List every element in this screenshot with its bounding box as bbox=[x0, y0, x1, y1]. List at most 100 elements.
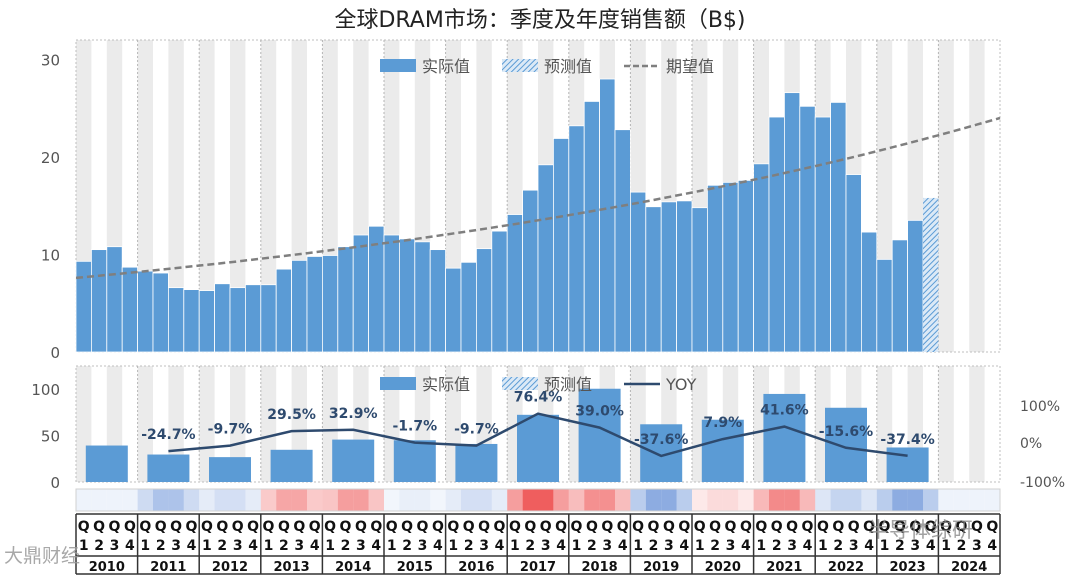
shade-top bbox=[230, 40, 246, 352]
y-tick-top: 10 bbox=[41, 247, 60, 265]
quarter-number-label: 4 bbox=[618, 538, 628, 554]
yoy-line: -24.7% -9.7% 29.5% 32.9% -1.7% -9.7% 76.4% 39.0… bbox=[141, 390, 935, 458]
quarter-q-label: Q bbox=[263, 519, 275, 535]
quarter-bar bbox=[352, 234, 370, 353]
quarter-q-label: Q bbox=[124, 519, 136, 535]
quarter-q-label: Q bbox=[524, 519, 536, 535]
yoy-label: -37.4% bbox=[880, 432, 934, 448]
yoy-label: 29.5% bbox=[267, 407, 316, 423]
quarter-q-label: Q bbox=[678, 519, 690, 535]
shade-bottom bbox=[168, 366, 184, 482]
year-label: 2016 bbox=[458, 560, 494, 575]
quarter-number-label: 3 bbox=[418, 538, 428, 554]
heat-cell bbox=[476, 489, 492, 511]
legend-swatch-actual bbox=[380, 377, 416, 390]
quarter-number-label: 2 bbox=[895, 538, 905, 554]
quarter-bar bbox=[553, 138, 570, 353]
quarter-bar bbox=[445, 267, 462, 353]
heat-cell bbox=[430, 489, 446, 511]
heat-cell bbox=[322, 489, 338, 511]
quarter-bar bbox=[630, 191, 647, 353]
quarter-number-label: 2 bbox=[341, 538, 351, 554]
quarter-number-label: 2 bbox=[587, 538, 597, 554]
quarter-bar bbox=[753, 163, 770, 353]
quarter-bar bbox=[106, 246, 123, 353]
heat-cell bbox=[722, 489, 739, 511]
heat-cell bbox=[276, 489, 292, 511]
quarter-number-label: 4 bbox=[371, 538, 381, 554]
heat-cell bbox=[892, 489, 908, 511]
heat-cell bbox=[630, 489, 646, 511]
quarter-q-label: Q bbox=[586, 519, 598, 535]
quarter-bar bbox=[383, 234, 400, 353]
quarter-number-label: 1 bbox=[633, 538, 643, 554]
quarter-bar bbox=[398, 238, 416, 353]
quarter-number-label: 2 bbox=[710, 538, 720, 554]
heat-cell bbox=[938, 489, 954, 511]
heat-cell bbox=[861, 489, 877, 511]
quarter-q-label: Q bbox=[417, 519, 429, 535]
heat-cell bbox=[91, 489, 107, 511]
year-label: 2011 bbox=[150, 560, 186, 575]
quarter-q-label: Q bbox=[447, 519, 459, 535]
year-label: 2023 bbox=[890, 560, 926, 575]
quarter-bar bbox=[137, 270, 154, 353]
heat-cell bbox=[183, 489, 200, 511]
annual-bar bbox=[455, 443, 498, 482]
quarter-number-label: 3 bbox=[664, 538, 674, 554]
quarter-q-label: Q bbox=[370, 519, 382, 535]
quarter-q-label: Q bbox=[386, 519, 398, 535]
quarter-q-label: Q bbox=[694, 519, 706, 535]
quarter-bar bbox=[583, 101, 601, 353]
quarter-number-label: 1 bbox=[448, 538, 458, 554]
year-label: 2017 bbox=[520, 560, 556, 575]
quarter-number-label: 3 bbox=[356, 538, 366, 554]
quarter-number-label: 1 bbox=[756, 538, 766, 554]
year-label: 2013 bbox=[274, 560, 310, 575]
y-tick-bottom: 50 bbox=[41, 428, 60, 446]
quarter-number-label: 1 bbox=[818, 538, 828, 554]
quarter-bar bbox=[784, 92, 801, 353]
quarter-bar bbox=[907, 219, 924, 353]
quarter-bar bbox=[475, 248, 493, 353]
quarter-number-label: 2 bbox=[156, 538, 166, 554]
quarter-q-label: Q bbox=[170, 519, 182, 535]
y2-tick: 100% bbox=[1020, 399, 1060, 415]
quarter-q-label: Q bbox=[802, 519, 814, 535]
quarter-q-label: Q bbox=[540, 519, 552, 535]
heat-cell bbox=[738, 489, 754, 511]
yoy-label: -37.6% bbox=[634, 432, 688, 448]
shade-bottom bbox=[230, 366, 246, 482]
quarter-number-label: 2 bbox=[217, 538, 227, 554]
quarter-number-label: 4 bbox=[433, 538, 443, 554]
heat-cell bbox=[584, 489, 600, 511]
shade-top bbox=[260, 40, 277, 352]
heat-cell bbox=[353, 489, 369, 511]
quarter-bar bbox=[707, 184, 724, 353]
yoy-label: 41.6% bbox=[760, 403, 809, 419]
chart-title: 全球DRAM市场：季度及年度销售额（B$) bbox=[334, 8, 746, 33]
quarter-q-label: Q bbox=[478, 519, 490, 535]
quarter-number-label: 3 bbox=[787, 538, 797, 554]
y-tick-bottom: 0 bbox=[50, 474, 60, 492]
quarter-number-label: 4 bbox=[926, 538, 936, 554]
quarter-q-label: Q bbox=[201, 519, 213, 535]
yoy-label: -9.7% bbox=[208, 422, 253, 438]
quarter-q-label: Q bbox=[632, 519, 644, 535]
expected-trend bbox=[75, 116, 1001, 280]
legend-label: 预测值 bbox=[544, 375, 592, 394]
annual-bar bbox=[825, 407, 867, 482]
quarter-bar bbox=[830, 102, 847, 353]
quarter-number-label: 2 bbox=[649, 538, 659, 554]
annual-bar bbox=[147, 454, 190, 482]
heat-cell bbox=[661, 489, 677, 511]
quarter-number-label: 4 bbox=[248, 538, 258, 554]
quarter-bar bbox=[537, 164, 554, 353]
quarter-bar bbox=[645, 206, 662, 353]
quarter-number-label: 3 bbox=[849, 538, 859, 554]
heat-cell bbox=[676, 489, 692, 511]
quarter-number-label: 2 bbox=[94, 538, 104, 554]
quarter-number-label: 3 bbox=[479, 538, 489, 554]
quarter-bar bbox=[691, 207, 708, 353]
year-label: 2024 bbox=[951, 560, 987, 575]
